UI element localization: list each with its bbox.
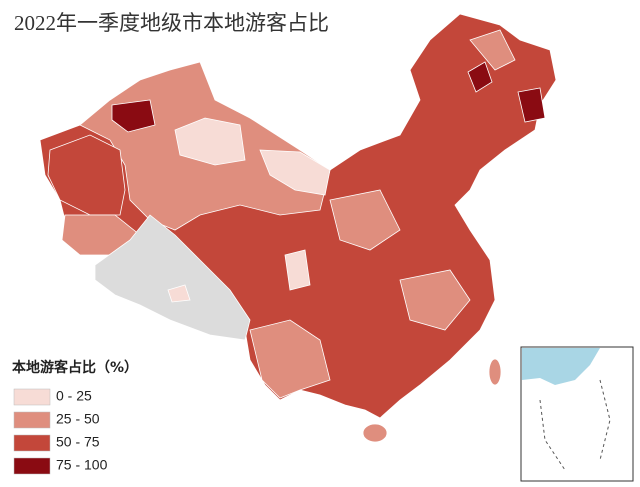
region-mid-3	[399, 269, 471, 331]
region-mid-4	[469, 29, 516, 71]
region-tibet	[94, 214, 251, 341]
legend-title: 本地游客占比（%）	[12, 359, 138, 376]
island-taiwan	[488, 358, 502, 386]
legend-label: 75 - 100	[56, 457, 108, 473]
legend-label: 50 - 75	[56, 434, 100, 450]
inset-coast	[522, 348, 600, 385]
region-light-4	[167, 284, 191, 303]
region-mid-1	[249, 319, 331, 399]
region-dark-3	[517, 87, 546, 123]
legend-label: 25 - 50	[56, 411, 100, 427]
region-light-2	[259, 149, 331, 196]
legend-swatch	[13, 411, 51, 429]
legend-swatch	[13, 457, 51, 475]
region-light-3	[284, 249, 311, 291]
legend-label: 0 - 25	[56, 388, 92, 404]
map-title: 2022年一季度地级市本地游客占比	[14, 11, 329, 35]
region-dark-2	[467, 61, 493, 93]
island-hainan	[362, 423, 388, 443]
legend-items: 0 - 25 25 - 50 50 - 75 75 - 100	[13, 388, 108, 475]
region-light-1	[174, 117, 246, 166]
region-mid-2	[329, 189, 401, 251]
legend-swatch	[13, 434, 51, 452]
legend-swatch	[13, 388, 51, 406]
region-dark-1	[111, 99, 156, 133]
inset-boundary	[539, 379, 611, 471]
legend: 本地游客占比（%） 0 - 25 25 - 50 50 - 75 75 - 100	[12, 359, 138, 475]
china-map	[39, 13, 557, 443]
region-west-2	[47, 134, 126, 216]
south-china-sea-inset	[520, 346, 634, 482]
